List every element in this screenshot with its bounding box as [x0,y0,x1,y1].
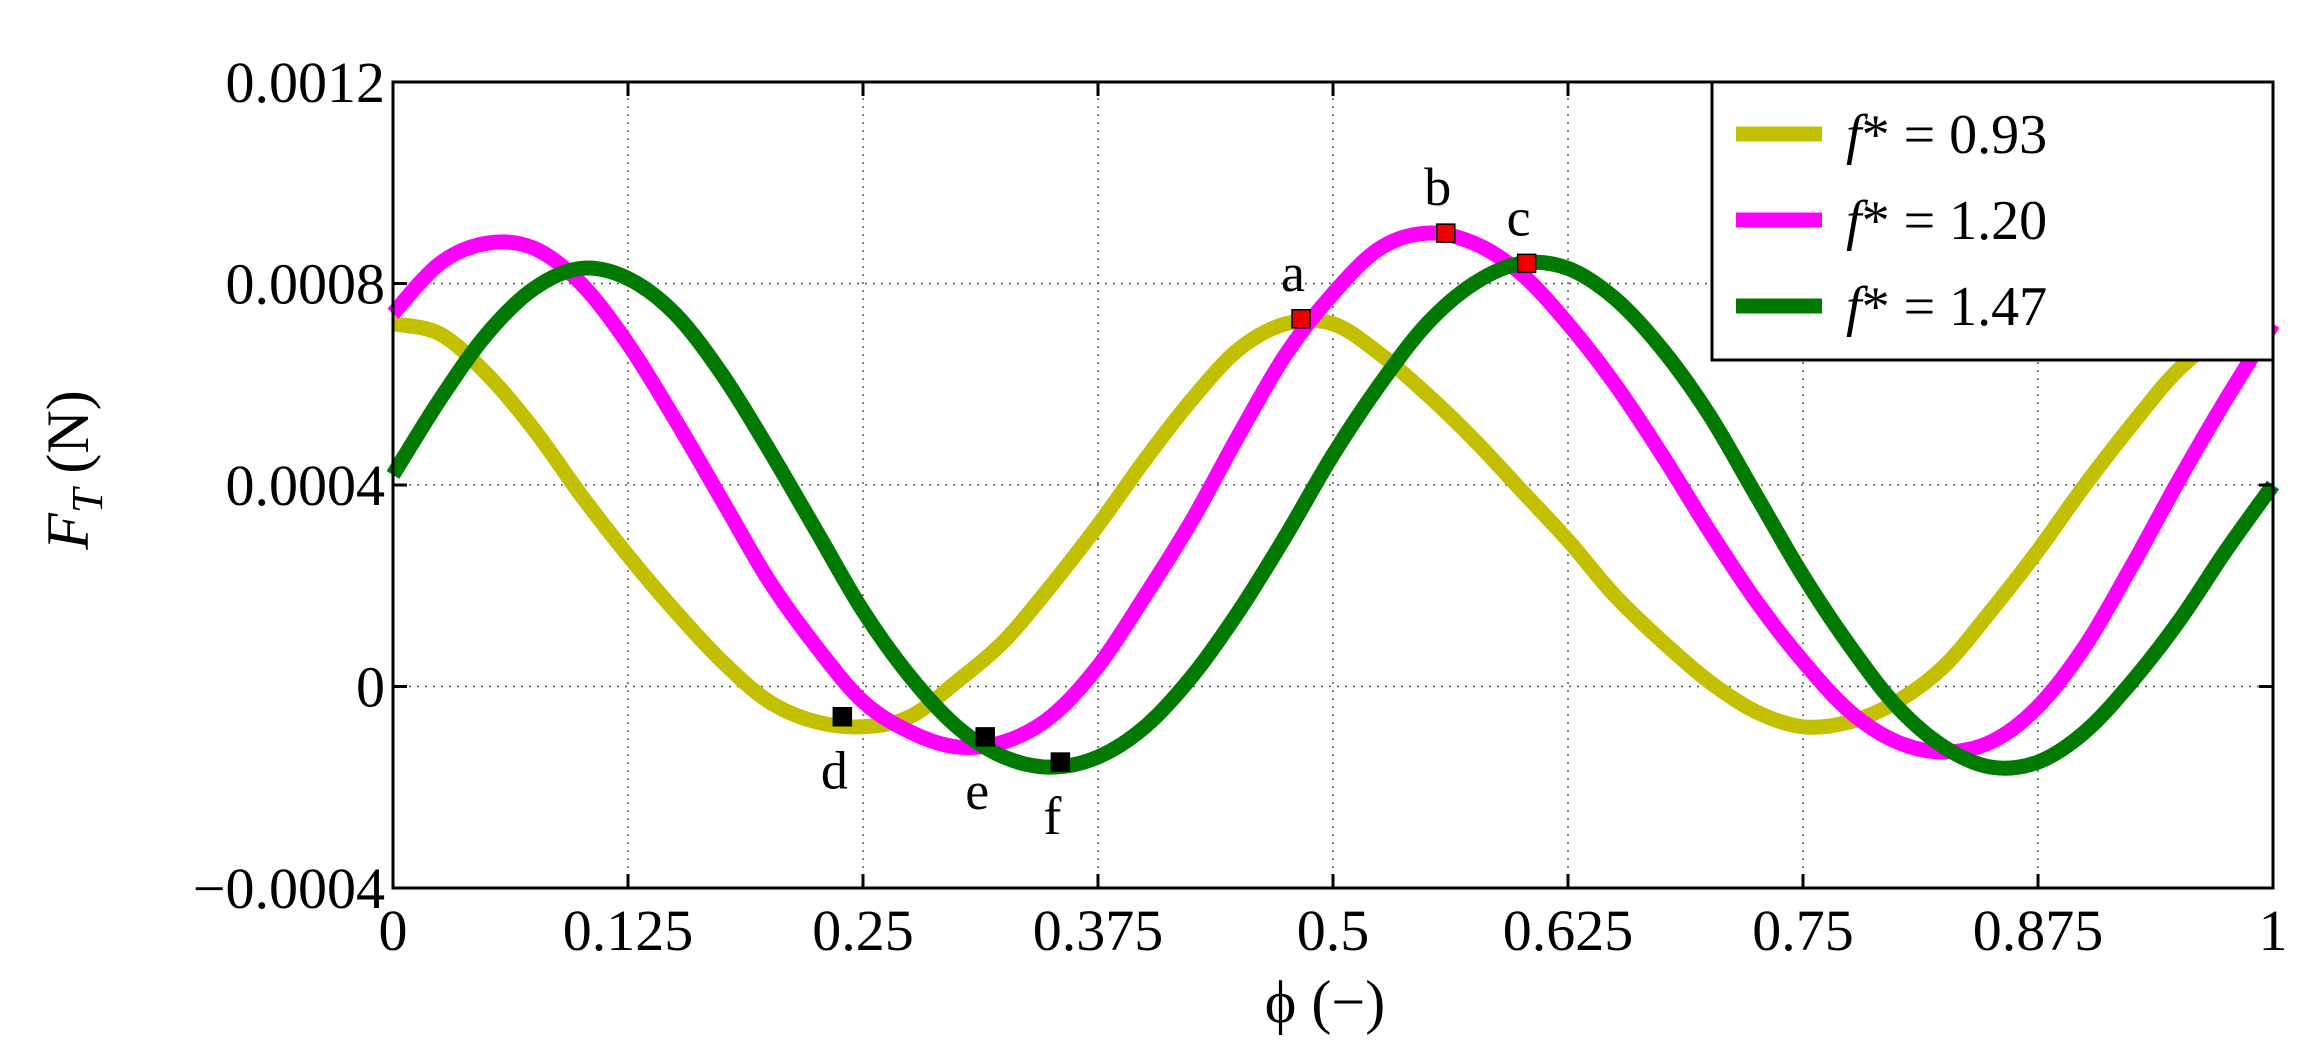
x-tick-label: 0.375 [1033,898,1164,963]
y-tick-label: 0.0012 [226,50,386,115]
point-marker-c [1516,253,1537,274]
point-label-b: b [1424,157,1451,217]
point-label-f: f [1043,786,1061,846]
y-tick-label: 0 [356,655,385,720]
x-tick-label: 0.125 [563,898,694,963]
series-line-2 [387,225,2280,760]
series-line-1 [391,312,2275,735]
point-marker-b [1436,223,1456,243]
point-label-a: a [1281,243,1305,303]
legend-entry-value: * = 1.47 [1862,276,2048,338]
x-axis-label: ϕ (−) [1265,969,1385,1035]
series-lines [386,225,2280,776]
legend-entry-1: f* = 0.93 [1846,104,2047,166]
y-tick-label: −0.0004 [193,856,385,921]
point-marker-e [975,727,995,747]
x-tick-label: 1 [2259,898,2288,963]
point-label-c: c [1507,187,1531,247]
legend: f* = 0.93 f* = 1.20 f* = 1.47 [1710,80,2275,362]
legend-entry-value: * = 1.20 [1862,190,2048,252]
y-tick-label: 0.0008 [226,252,386,317]
x-tick-label: 0.875 [1973,898,2104,963]
y-axis-label-subscript: T [63,485,112,513]
y-axis-label-main: F [35,512,101,551]
series-line-3 [386,254,2280,776]
point-marker-a [1291,309,1311,329]
axis-ticks: 0 0.125 0.25 0.375 0.5 0.625 0.75 0.875 1 −0.0004… [193,50,2288,963]
x-tick-label: 0.25 [812,898,914,963]
x-tick-label: 0.75 [1752,898,1854,963]
legend-entry-2: f* = 1.20 [1846,190,2047,252]
point-label-e: e [965,761,989,821]
point-label-d: d [821,741,848,801]
y-tick-label: 0.0004 [226,453,386,518]
point-marker-d [832,706,853,727]
x-tick-label: 0.5 [1297,898,1370,963]
legend-entry-3: f* = 1.47 [1846,276,2047,338]
legend-entry-value: * = 0.93 [1862,104,2048,166]
x-tick-label: 0 [379,898,408,963]
marked-points: a bc d e f [821,157,1537,846]
y-axis-label: FT (N) [35,390,112,550]
y-axis-label-unit: (N) [35,390,101,488]
x-tick-label: 0.625 [1503,898,1634,963]
point-marker-f [1050,752,1071,772]
